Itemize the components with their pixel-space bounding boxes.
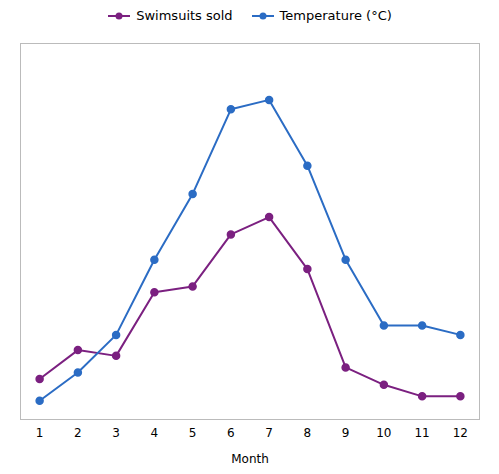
svg-text:6: 6 <box>227 426 235 440</box>
svg-text:Month: Month <box>231 452 269 466</box>
svg-text:3: 3 <box>112 426 120 440</box>
svg-text:8: 8 <box>304 426 312 440</box>
svg-text:5: 5 <box>189 426 197 440</box>
svg-text:4: 4 <box>151 426 159 440</box>
svg-text:7: 7 <box>265 426 273 440</box>
svg-text:2: 2 <box>74 426 82 440</box>
svg-text:9: 9 <box>342 426 350 440</box>
html-text:Temperature (°C): Temperature (°C) <box>279 8 392 23</box>
svg-text:12: 12 <box>453 426 468 440</box>
html-text:Swimsuits sold: Swimsuits sold <box>136 8 233 23</box>
svg-text:1: 1 <box>36 426 44 440</box>
svg-text:11: 11 <box>414 426 429 440</box>
svg-text:10: 10 <box>376 426 391 440</box>
